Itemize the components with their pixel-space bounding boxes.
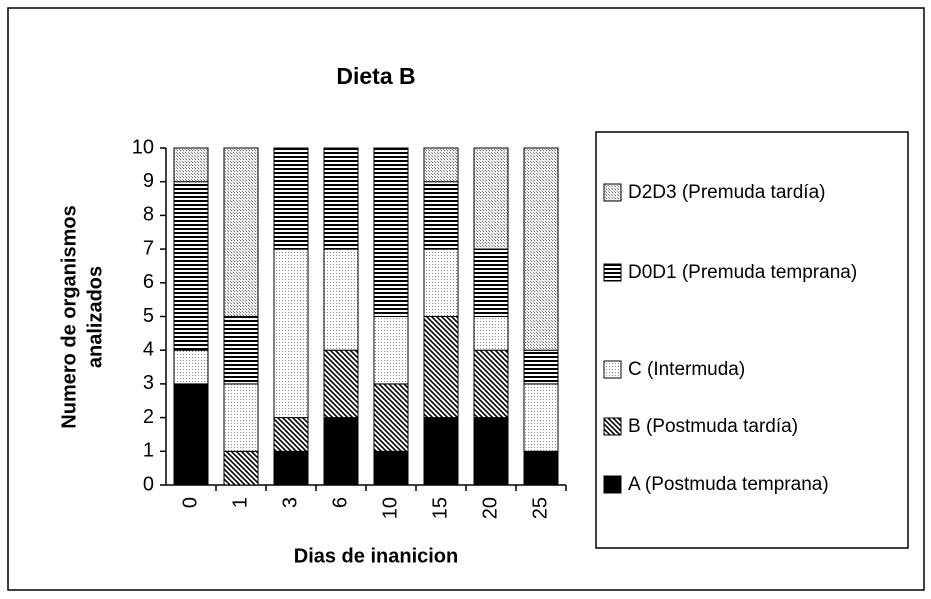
bar-segment — [223, 383, 259, 452]
x-tick-label: 1 — [229, 497, 251, 508]
bar-segment — [423, 417, 459, 486]
x-tick-label: 25 — [529, 497, 551, 519]
y-tick-label: 0 — [143, 473, 154, 495]
y-tick-label: 2 — [143, 406, 154, 428]
bar-segment — [473, 248, 509, 318]
x-tick-label: 15 — [429, 497, 451, 519]
bar-segment — [273, 248, 309, 419]
legend-swatch — [603, 183, 622, 202]
x-axis-label: Dias de inanicion — [294, 545, 458, 567]
bar-segment — [523, 383, 559, 452]
x-tick-label: 3 — [279, 497, 301, 508]
bar-segment — [523, 147, 559, 351]
y-axis-label: Numero de organismos — [58, 205, 80, 428]
y-tick-label: 7 — [143, 237, 154, 259]
y-tick-label: 9 — [143, 170, 154, 192]
bar-segment — [323, 248, 359, 351]
y-tick-label: 10 — [132, 136, 154, 158]
bar-segment — [323, 349, 359, 419]
bar-segment — [173, 383, 209, 486]
bar-segment — [223, 316, 259, 385]
bar-segment — [323, 147, 359, 250]
legend-label: D2D3 (Premuda tardía) — [628, 182, 826, 203]
bar-segment — [523, 349, 559, 385]
x-tick-label: 10 — [379, 497, 401, 519]
legend-swatch — [603, 417, 622, 436]
legend-box — [595, 131, 909, 549]
bar-segment — [173, 349, 209, 385]
bar-segment — [173, 147, 209, 183]
bar-segment — [423, 181, 459, 250]
bar-segment — [423, 147, 459, 183]
bar-segment — [373, 383, 409, 452]
y-axis-label: analizados — [84, 266, 106, 368]
legend-label: B (Postmuda tardía) — [628, 416, 799, 437]
bar-segment — [273, 147, 309, 250]
x-tick-label: 20 — [479, 497, 501, 519]
bar-segment — [373, 316, 409, 385]
y-tick-label: 1 — [143, 440, 154, 462]
legend-swatch — [603, 263, 622, 282]
bar-segment — [223, 450, 259, 486]
bar-segment — [473, 147, 509, 250]
legend-label: A (Postmuda temprana) — [628, 474, 829, 495]
x-tick-label: 0 — [179, 497, 201, 508]
bar-segment — [373, 147, 409, 317]
bar-segment — [473, 349, 509, 419]
bar-segment — [273, 450, 309, 486]
x-tick-label: 6 — [329, 497, 351, 508]
frame — [7, 7, 925, 591]
bar-segment — [473, 316, 509, 351]
chart-title: Dieta B — [336, 63, 415, 89]
bar-segment — [423, 316, 459, 419]
y-tick-label: 3 — [143, 372, 154, 394]
y-tick-label: 8 — [143, 204, 154, 226]
bar-segment — [223, 147, 259, 317]
legend-label: D0D1 (Premuda temprana) — [628, 262, 858, 283]
bar-segment — [523, 450, 559, 486]
bar-segment — [473, 417, 509, 486]
bar-segment — [323, 417, 359, 486]
bar-segment — [173, 181, 209, 351]
legend-swatch — [603, 360, 622, 379]
bar-segment — [423, 248, 459, 318]
bar-segment — [273, 417, 309, 452]
legend-label: C (Intermuda) — [628, 359, 746, 380]
y-tick-label: 4 — [143, 338, 154, 360]
legend-swatch — [603, 475, 622, 494]
y-tick-label: 6 — [143, 271, 154, 293]
y-tick-label: 5 — [143, 305, 154, 327]
bar-segment — [373, 450, 409, 486]
